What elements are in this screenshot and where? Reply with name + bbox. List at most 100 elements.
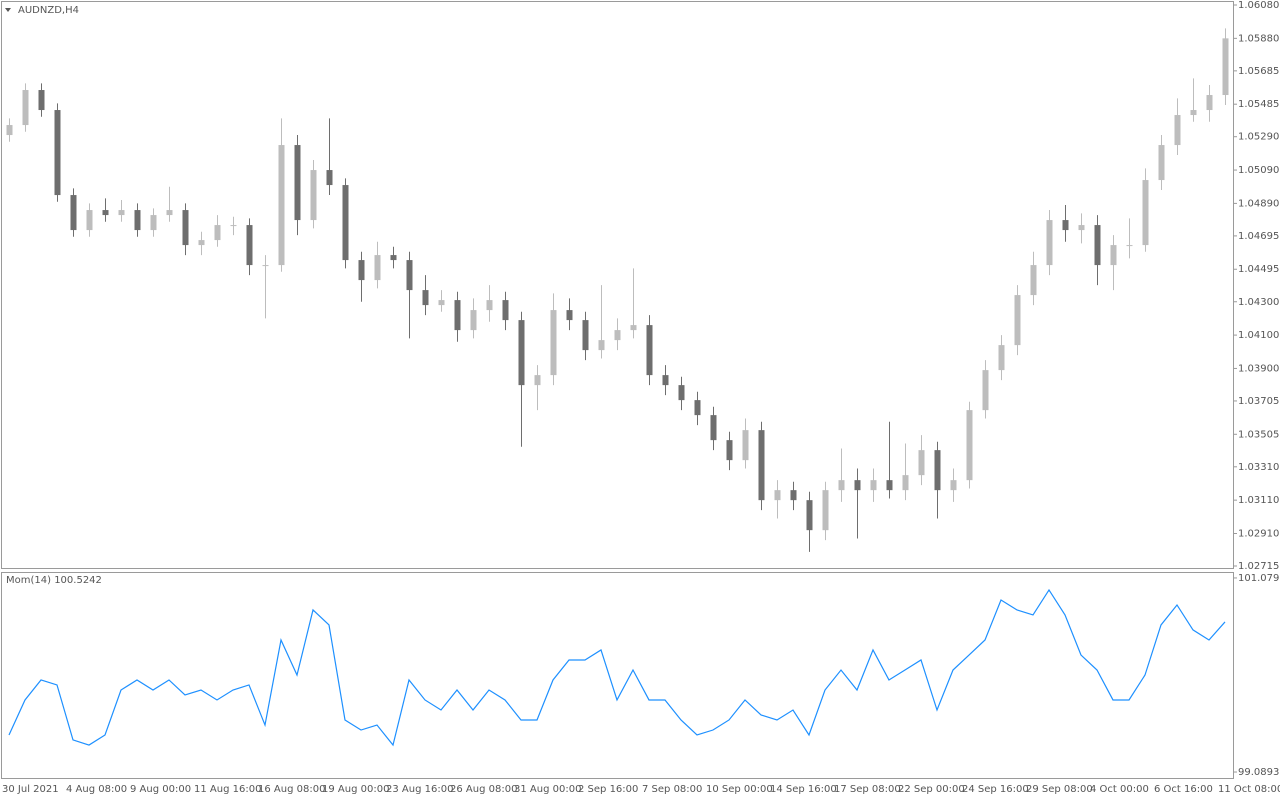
y-tick-label: 99.0893: [1238, 767, 1279, 778]
candle-body: [454, 300, 461, 331]
y-tick-label: 1.04495: [1238, 264, 1279, 275]
indicator-title: Mom(14) 100.5242: [6, 575, 102, 586]
candle-body: [614, 330, 621, 341]
x-tick-label: 9 Aug 00:00: [130, 784, 191, 795]
y-tick-label: 1.04100: [1238, 330, 1279, 341]
candle-body: [982, 370, 989, 411]
candle-body: [358, 260, 365, 281]
candle-body: [1062, 220, 1069, 231]
candle-body: [6, 125, 13, 136]
y-tick-label: 1.05090: [1238, 165, 1279, 176]
candle-body: [1158, 145, 1165, 181]
candle-body: [38, 90, 45, 111]
candle-body: [902, 475, 909, 491]
candle-body: [1142, 180, 1149, 246]
y-tick-label: 1.04890: [1238, 198, 1279, 209]
x-tick-label: 11 Aug 16:00: [194, 784, 261, 795]
candle-body: [342, 185, 349, 261]
candle-body: [278, 145, 285, 266]
candle-body: [326, 170, 333, 186]
candle-body: [1174, 115, 1181, 146]
y-tick-label: 1.06080: [1238, 0, 1279, 11]
candle-body: [806, 500, 813, 531]
x-tick-label: 11 Oct 08:00: [1218, 784, 1280, 795]
candle-body: [102, 210, 109, 216]
candle-body: [502, 300, 509, 321]
candle-body: [70, 195, 77, 231]
y-tick-label: 1.03900: [1238, 363, 1279, 374]
price-panel-frame: [1, 1, 1234, 569]
candle-body: [534, 375, 541, 386]
candle-body: [790, 490, 797, 501]
y-tick-label: 1.03110: [1238, 495, 1279, 506]
candle-body: [582, 320, 589, 351]
candle-body: [1110, 245, 1117, 266]
candle-body: [950, 480, 957, 491]
x-tick-label: 14 Sep 16:00: [770, 784, 837, 795]
candle-body: [150, 215, 157, 231]
candle-body: [838, 480, 845, 491]
candle-body: [934, 450, 941, 491]
x-tick-label: 31 Aug 00:00: [514, 784, 581, 795]
candle-body: [854, 480, 861, 491]
candle-body: [710, 415, 717, 441]
candle-body: [598, 340, 605, 351]
candle-body: [518, 320, 525, 386]
x-tick-label: 19 Aug 00:00: [322, 784, 389, 795]
x-tick-label: 2 Sep 16:00: [578, 784, 638, 795]
candle-body: [118, 210, 125, 216]
candle-body: [1206, 95, 1213, 111]
candle-body: [726, 440, 733, 461]
candle-body: [1094, 225, 1101, 266]
candle-body: [550, 310, 557, 376]
candle-body: [918, 450, 925, 476]
candle-body: [630, 325, 637, 331]
candle-body: [422, 290, 429, 306]
candle-body: [1046, 220, 1053, 266]
candle-body: [54, 110, 61, 196]
x-tick-label: 4 Oct 00:00: [1090, 784, 1149, 795]
candle-body: [566, 310, 573, 321]
candle-body: [134, 210, 141, 231]
x-tick-label: 22 Sep 00:00: [898, 784, 965, 795]
candle-body: [774, 490, 781, 501]
candle-body: [822, 490, 829, 531]
candle-body: [86, 210, 93, 231]
y-tick-label: 1.04300: [1238, 297, 1279, 308]
candle-body: [694, 400, 701, 416]
x-tick-label: 24 Sep 16:00: [962, 784, 1029, 795]
x-tick-label: 16 Aug 08:00: [258, 784, 325, 795]
momentum-line: [8, 588, 1226, 747]
y-tick-label: 1.04695: [1238, 231, 1279, 242]
x-tick-label: 10 Sep 00:00: [706, 784, 773, 795]
candle-body: [166, 210, 173, 216]
momentum-panel-frame: [1, 572, 1234, 779]
candle-body: [182, 210, 189, 246]
candle-body: [486, 300, 493, 311]
y-tick-label: 1.03310: [1238, 462, 1279, 473]
candle-body: [198, 240, 205, 246]
candle-body: [374, 255, 381, 281]
candle-body: [22, 90, 29, 126]
candle-body: [758, 430, 765, 501]
x-tick-label: 6 Oct 16:00: [1154, 784, 1213, 795]
x-tick-label: 17 Sep 08:00: [834, 784, 901, 795]
candle-body: [966, 410, 973, 481]
candle-body: [214, 225, 221, 241]
candle-body: [1190, 110, 1197, 116]
y-tick-label: 1.05485: [1238, 99, 1279, 110]
candle-body: [1014, 295, 1021, 346]
candle-body: [998, 345, 1005, 371]
candle-body: [1078, 225, 1085, 231]
candle-body: [678, 385, 685, 401]
candle-body: [230, 225, 237, 227]
candle-body: [406, 260, 413, 291]
x-tick-label: 29 Sep 08:00: [1026, 784, 1093, 795]
candle-body: [870, 480, 877, 491]
candle-body: [1126, 245, 1133, 247]
x-tick-label: 30 Jul 2021: [2, 784, 59, 795]
candle-body: [438, 300, 445, 306]
x-tick-label: 23 Aug 16:00: [386, 784, 453, 795]
y-tick-label: 1.05290: [1238, 132, 1279, 143]
